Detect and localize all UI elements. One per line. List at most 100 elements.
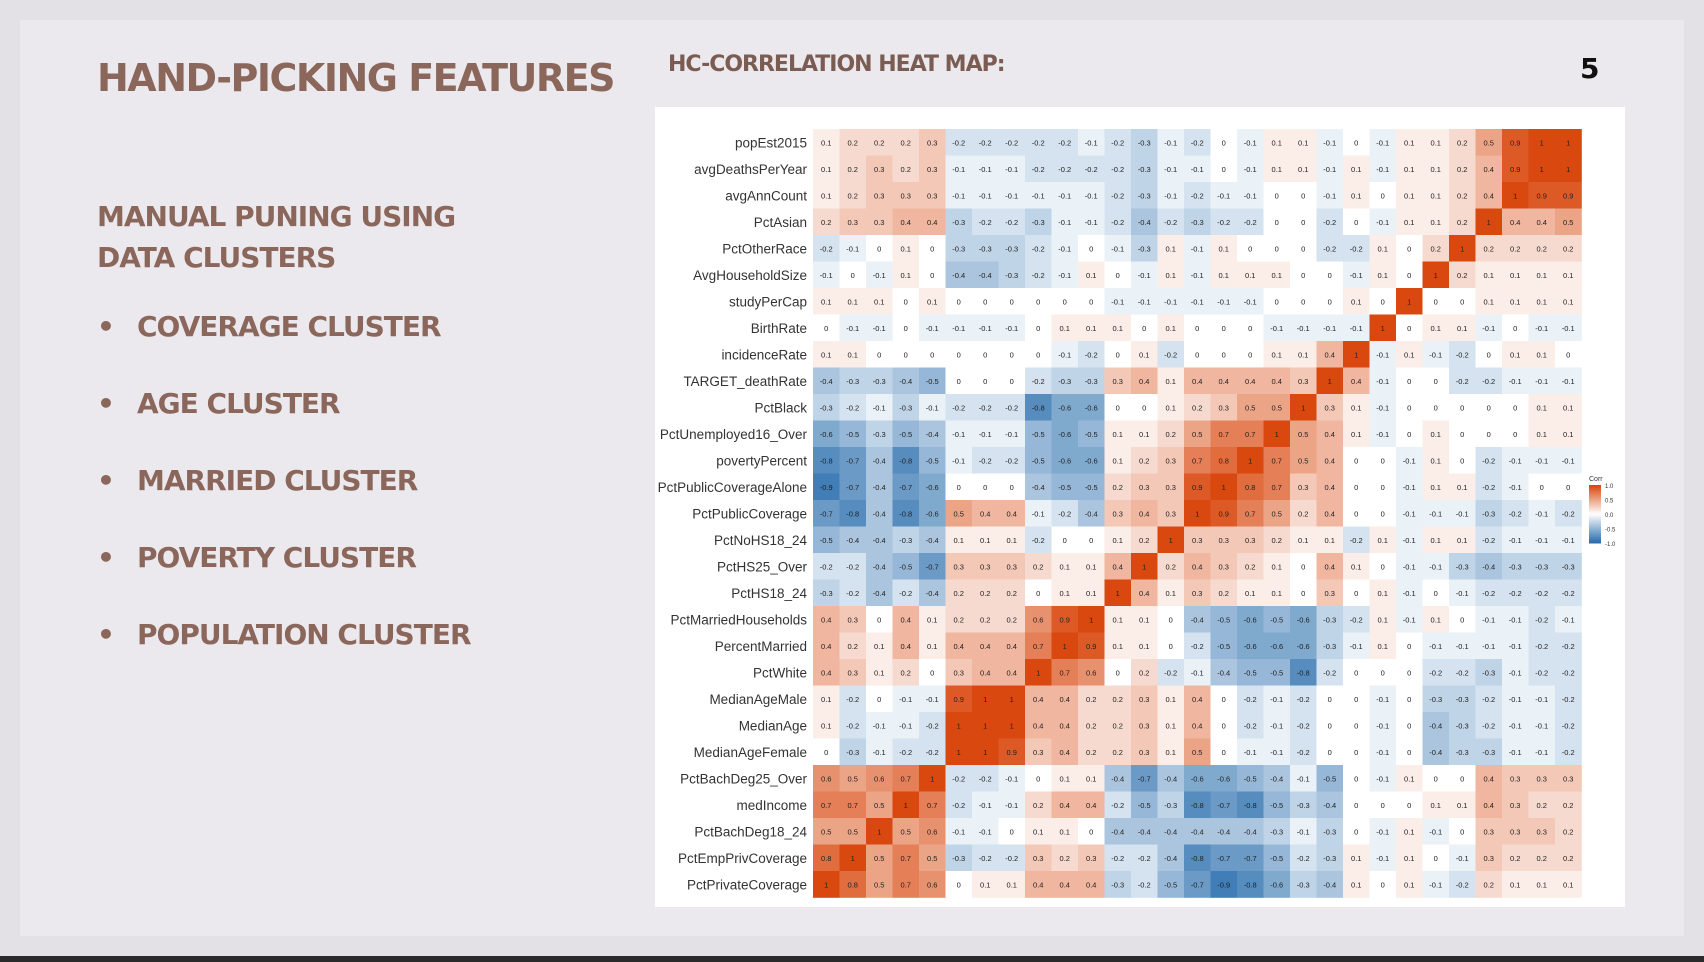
- cell-value-label: 0.2: [1166, 430, 1176, 439]
- cell-value-label: 0: [1036, 589, 1040, 598]
- cell-value-label: 0.1: [1404, 138, 1414, 147]
- cell-value-label: -0.4: [873, 509, 886, 518]
- heatmap-cell: [1131, 632, 1158, 660]
- heatmap-cell: [866, 765, 893, 792]
- legend-swatch: [1589, 492, 1601, 495]
- cell-value-label: 0.2: [1113, 721, 1123, 730]
- heatmap-cell: [839, 155, 867, 183]
- cell-value-label: 0.4: [1192, 695, 1202, 704]
- cell-value-label: 0.4: [901, 218, 911, 227]
- cell-value-label: -0.2: [1323, 244, 1336, 253]
- heatmap-cell: [1104, 473, 1132, 501]
- cell-value-label: 0.4: [1245, 377, 1255, 386]
- heatmap-cell: [1290, 288, 1317, 315]
- heatmap-cell: [1184, 394, 1211, 421]
- heatmap-cell: [1237, 579, 1264, 607]
- cell-value-label: -0.1: [1058, 350, 1071, 359]
- heatmap-cell: [1502, 261, 1529, 289]
- cell-value-label: -0.3: [820, 589, 833, 598]
- cell-value-label: 0: [1248, 324, 1252, 333]
- heatmap-cell: [972, 738, 999, 766]
- cell-value-label: 0.2: [901, 668, 911, 677]
- cell-value-label: -0.1: [1509, 668, 1522, 677]
- cell-value-label: -0.1: [1244, 297, 1257, 306]
- heatmap-cell: [1104, 606, 1132, 633]
- cell-value-label: -0.1: [1376, 218, 1389, 227]
- heatmap-cell: [1502, 473, 1529, 501]
- cell-value-label: -0.1: [1085, 218, 1098, 227]
- cell-value-label: -0.1: [1164, 165, 1177, 174]
- cell-value-label: 0.3: [1139, 748, 1149, 757]
- heatmap-cell: [945, 632, 973, 660]
- heatmap-cell: [1210, 844, 1238, 872]
- heatmap-cell: [1555, 632, 1582, 660]
- cell-value-label: -0.2: [1058, 165, 1071, 174]
- cell-value-label: 0.2: [1086, 748, 1096, 757]
- heatmap-cell: [1396, 473, 1423, 501]
- cell-value-label: 0.1: [1351, 430, 1361, 439]
- cell-value-label: 0.1: [821, 695, 831, 704]
- cell-value-label: 0.4: [1192, 721, 1202, 730]
- heatmap-cell: [1184, 235, 1211, 262]
- heatmap-cell: [1025, 208, 1052, 236]
- heatmap-cell: [972, 394, 999, 421]
- cell-value-label: 0.2: [1113, 483, 1123, 492]
- heatmap-cell: [892, 712, 920, 739]
- cell-value-label: 0: [1222, 695, 1226, 704]
- cell-value-label: -0.8: [899, 509, 912, 518]
- heatmap-cell: [919, 500, 946, 527]
- heatmap-cell: [1475, 208, 1503, 236]
- cell-value-label: 0.3: [954, 668, 964, 677]
- heatmap-cell: [1263, 765, 1291, 792]
- cell-value-label: -0.1: [1323, 165, 1336, 174]
- cell-value-label: 0.6: [821, 774, 831, 783]
- heatmap-cell: [945, 606, 973, 633]
- heatmap-cell: [1396, 632, 1423, 660]
- heatmap-cell: [1396, 871, 1423, 898]
- cell-value-label: 0.2: [1245, 562, 1255, 571]
- cell-value-label: 0: [983, 297, 987, 306]
- cell-value-label: 0.3: [1166, 509, 1176, 518]
- heatmap-cell: [1210, 129, 1238, 156]
- cell-value-label: 0: [1381, 562, 1385, 571]
- heatmap-cell: [839, 553, 867, 580]
- cell-value-label: 0: [1222, 748, 1226, 757]
- cell-value-label: 0.6: [927, 827, 937, 836]
- heatmap-cell: [1369, 712, 1397, 739]
- cell-value-label: 0.3: [1325, 589, 1335, 598]
- cell-value-label: 0: [824, 324, 828, 333]
- cell-value-label: -0.2: [1032, 536, 1045, 545]
- heatmap-cell: [1078, 235, 1105, 262]
- cell-value-label: 0.4: [1060, 880, 1070, 889]
- heatmap-cell: [1078, 182, 1105, 209]
- heatmap-cell: [972, 235, 999, 262]
- heatmap-cell: [1502, 685, 1529, 713]
- heatmap-cell: [1449, 155, 1476, 183]
- heatmap-cell: [945, 288, 973, 315]
- heatmap-cell: [1131, 871, 1158, 898]
- cell-value-label: 0.4: [1060, 695, 1070, 704]
- heatmap-cell: [1290, 526, 1317, 554]
- row-label: MedianAgeFemale: [694, 745, 807, 760]
- cell-value-label: 0.2: [1086, 721, 1096, 730]
- heatmap-cell: [1475, 129, 1503, 156]
- heatmap-cell: [1184, 765, 1211, 792]
- cell-value-label: -0.4: [820, 377, 833, 386]
- cell-value-label: -0.2: [1509, 589, 1522, 598]
- cell-value-label: 0.2: [848, 642, 858, 651]
- cell-value-label: 0.3: [1139, 695, 1149, 704]
- heatmap-cell: [813, 473, 840, 501]
- heatmap-cell: [813, 871, 840, 898]
- cell-value-label: -0.3: [1535, 562, 1548, 571]
- cell-value-label: -0.3: [1138, 165, 1151, 174]
- heatmap-cell: [1369, 288, 1397, 315]
- heatmap-cell: [1502, 235, 1529, 262]
- cell-value-label: 0.1: [1086, 562, 1096, 571]
- heatmap-cell: [1051, 844, 1079, 872]
- cell-value-label: 1: [1116, 589, 1120, 598]
- heatmap-cell: [813, 261, 840, 289]
- cell-value-label: -0.5: [926, 456, 939, 465]
- heatmap-cell: [1157, 155, 1185, 183]
- cell-value-label: 0.4: [821, 668, 831, 677]
- heatmap-cell: [1210, 818, 1238, 845]
